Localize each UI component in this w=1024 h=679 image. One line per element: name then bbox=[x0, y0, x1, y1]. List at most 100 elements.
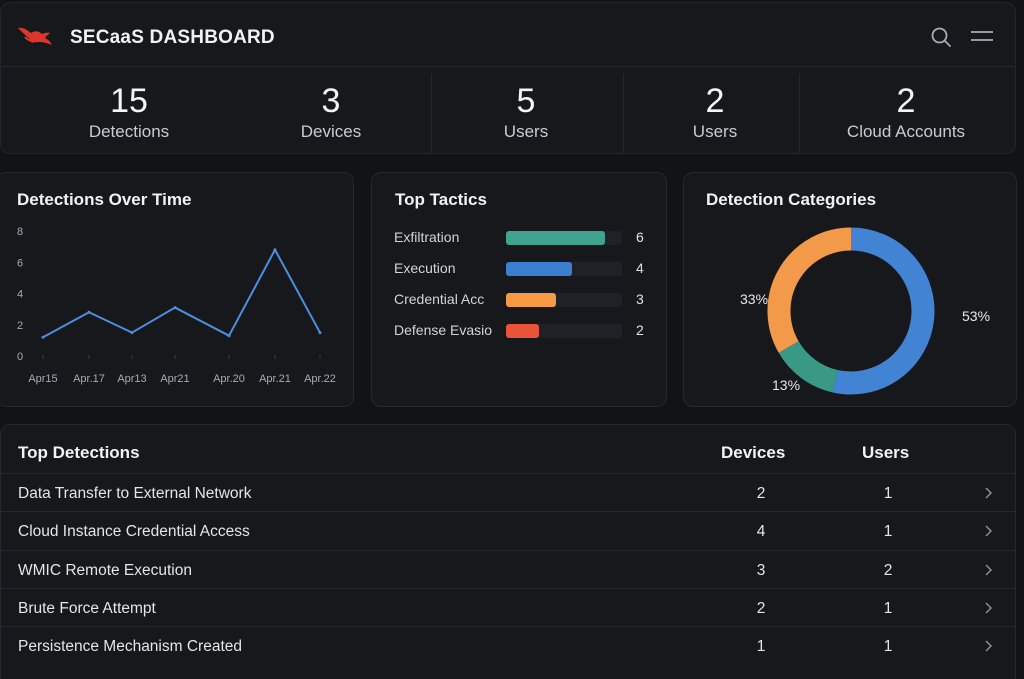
divider bbox=[799, 74, 800, 154]
table-row[interactable]: WMIC Remote Execution 3 2 bbox=[1, 549, 1015, 588]
chevron-right-icon[interactable] bbox=[983, 563, 995, 577]
stat-value: 15 bbox=[110, 82, 148, 120]
donut-slice bbox=[778, 340, 839, 393]
tactic-bar-track bbox=[506, 231, 622, 245]
y-tick-label: 8 bbox=[17, 226, 23, 238]
tactic-label: Execution bbox=[394, 260, 456, 276]
detection-name: Persistence Mechanism Created bbox=[18, 638, 242, 656]
table-title: Top Detections bbox=[18, 443, 140, 462]
stats-row: 15 Detections 3 Devices 5 Users 2 Users … bbox=[1, 68, 1015, 154]
slice-label: 33% bbox=[740, 291, 768, 307]
donut-slice bbox=[767, 227, 852, 353]
table-row[interactable]: Persistence Mechanism Created 1 1 bbox=[1, 626, 1015, 664]
tactic-bar-track bbox=[506, 324, 622, 338]
card-title: Detection Categories bbox=[706, 190, 877, 209]
tactic-bar bbox=[506, 231, 606, 245]
slice-label: 53% bbox=[962, 308, 990, 324]
tactic-label: Defense Evasio bbox=[394, 322, 493, 338]
devices-count: 2 bbox=[756, 599, 766, 617]
x-tick-label: Apr21 bbox=[160, 373, 189, 385]
detection-categories-card: Detection Categories 53% 13% 33% bbox=[683, 172, 1017, 407]
series-line bbox=[42, 248, 321, 339]
stat-value: 2 bbox=[705, 82, 725, 120]
devices-count: 2 bbox=[756, 485, 766, 502]
column-header-users[interactable]: Users bbox=[862, 443, 910, 462]
tactic-value: 2 bbox=[636, 322, 644, 338]
tactic-bar bbox=[506, 324, 540, 338]
tactic-label: Credential Acc bbox=[394, 291, 485, 307]
stat-value: 3 bbox=[321, 82, 341, 120]
donut-chart: 53% 13% 33% bbox=[740, 227, 990, 395]
detection-name: WMIC Remote Execution bbox=[18, 561, 192, 579]
chevron-right-icon[interactable] bbox=[983, 639, 995, 653]
top-detections-table: Top Detections Devices Users Data Transf… bbox=[0, 424, 1016, 679]
top-tactics-card: Top Tactics Exfiltration 6 Execution 4 Crede… bbox=[371, 172, 667, 407]
users-count: 2 bbox=[883, 561, 893, 579]
users-count: 1 bbox=[883, 485, 893, 502]
stat-label: Devices bbox=[300, 122, 362, 141]
table-row[interactable]: Brute Force Attempt 2 1 bbox=[1, 587, 1015, 626]
line-chart: 0 2 4 6 8 Apr15 Apr.17 Apr13 Apr21 Apr.20 Apr.21 Ap… bbox=[17, 226, 336, 385]
summary-panel: SECaaS DASHBOARD 15 Detections 3 Devices… bbox=[0, 2, 1016, 154]
app-header: SECaaS DASHBOARD bbox=[1, 3, 1015, 67]
card-title: Detections Over Time bbox=[17, 190, 192, 209]
devices-count: 1 bbox=[756, 638, 766, 656]
table-row[interactable]: Data Transfer to External Network 2 1 bbox=[1, 473, 1015, 511]
chevron-right-icon[interactable] bbox=[983, 486, 995, 500]
app-title: SECaaS DASHBOARD bbox=[70, 27, 275, 48]
devices-count: 3 bbox=[756, 561, 766, 579]
data-point bbox=[227, 334, 231, 338]
y-tick-label: 4 bbox=[17, 289, 23, 301]
data-point bbox=[130, 331, 134, 335]
search-icon[interactable] bbox=[929, 25, 953, 49]
divider bbox=[431, 74, 432, 154]
tactic-bar-track bbox=[506, 293, 622, 307]
table-row[interactable]: Cloud Instance Credential Access 4 1 bbox=[1, 511, 1015, 549]
stat-devices[interactable]: 3 Devices bbox=[231, 68, 431, 154]
stat-label: Users bbox=[692, 122, 738, 141]
tactic-value: 3 bbox=[636, 291, 644, 307]
tactic-value: 4 bbox=[636, 260, 644, 276]
tactic-value: 6 bbox=[636, 229, 644, 245]
y-tick-label: 0 bbox=[17, 351, 23, 363]
x-tick-label: Apr.17 bbox=[73, 373, 105, 385]
data-point bbox=[318, 331, 322, 335]
stat-detections[interactable]: 15 Detections bbox=[29, 68, 229, 154]
tactic-bar-track bbox=[506, 262, 622, 276]
data-point bbox=[87, 310, 91, 314]
users-count: 1 bbox=[883, 523, 893, 541]
detection-name: Data Transfer to External Network bbox=[18, 485, 252, 502]
users-count: 1 bbox=[883, 599, 893, 617]
tactic-label: Exfiltration bbox=[394, 229, 460, 245]
x-tick-label: Apr.20 bbox=[213, 373, 245, 385]
falcon-logo-icon bbox=[18, 27, 52, 45]
data-point bbox=[173, 306, 177, 310]
detection-name: Cloud Instance Credential Access bbox=[18, 523, 250, 541]
donut-slice bbox=[832, 227, 935, 395]
data-point bbox=[273, 248, 277, 252]
stat-label: Users bbox=[503, 122, 549, 141]
chevron-right-icon[interactable] bbox=[983, 601, 995, 615]
chevron-right-icon[interactable] bbox=[983, 524, 995, 538]
tactic-bar bbox=[506, 293, 556, 307]
stat-users[interactable]: 5 Users bbox=[433, 68, 619, 154]
slice-label: 13% bbox=[772, 377, 800, 393]
stat-cloud-accounts[interactable]: 2 Cloud Accounts bbox=[801, 68, 1011, 154]
devices-count: 4 bbox=[756, 523, 766, 541]
column-header-devices[interactable]: Devices bbox=[721, 443, 786, 462]
x-tick-label: Apr.22 bbox=[304, 373, 336, 385]
divider bbox=[623, 74, 624, 154]
y-tick-label: 2 bbox=[17, 320, 23, 332]
menu-icon[interactable] bbox=[969, 25, 995, 49]
tactic-bar bbox=[506, 262, 573, 276]
x-tick-label: Apr15 bbox=[28, 373, 57, 385]
y-tick-label: 6 bbox=[17, 257, 23, 269]
card-title: Top Tactics bbox=[395, 190, 487, 209]
stat-users-secondary[interactable]: 2 Users bbox=[625, 68, 805, 154]
x-tick-label: Apr.21 bbox=[259, 373, 291, 385]
detection-name: Brute Force Attempt bbox=[18, 599, 156, 617]
stat-value: 5 bbox=[516, 82, 536, 120]
stat-value: 2 bbox=[896, 82, 916, 120]
stat-label: Cloud Accounts bbox=[846, 122, 966, 141]
detections-over-time-card: Detections Over Time 0 2 4 6 8 Apr15 Apr.17 Apr… bbox=[0, 172, 354, 407]
